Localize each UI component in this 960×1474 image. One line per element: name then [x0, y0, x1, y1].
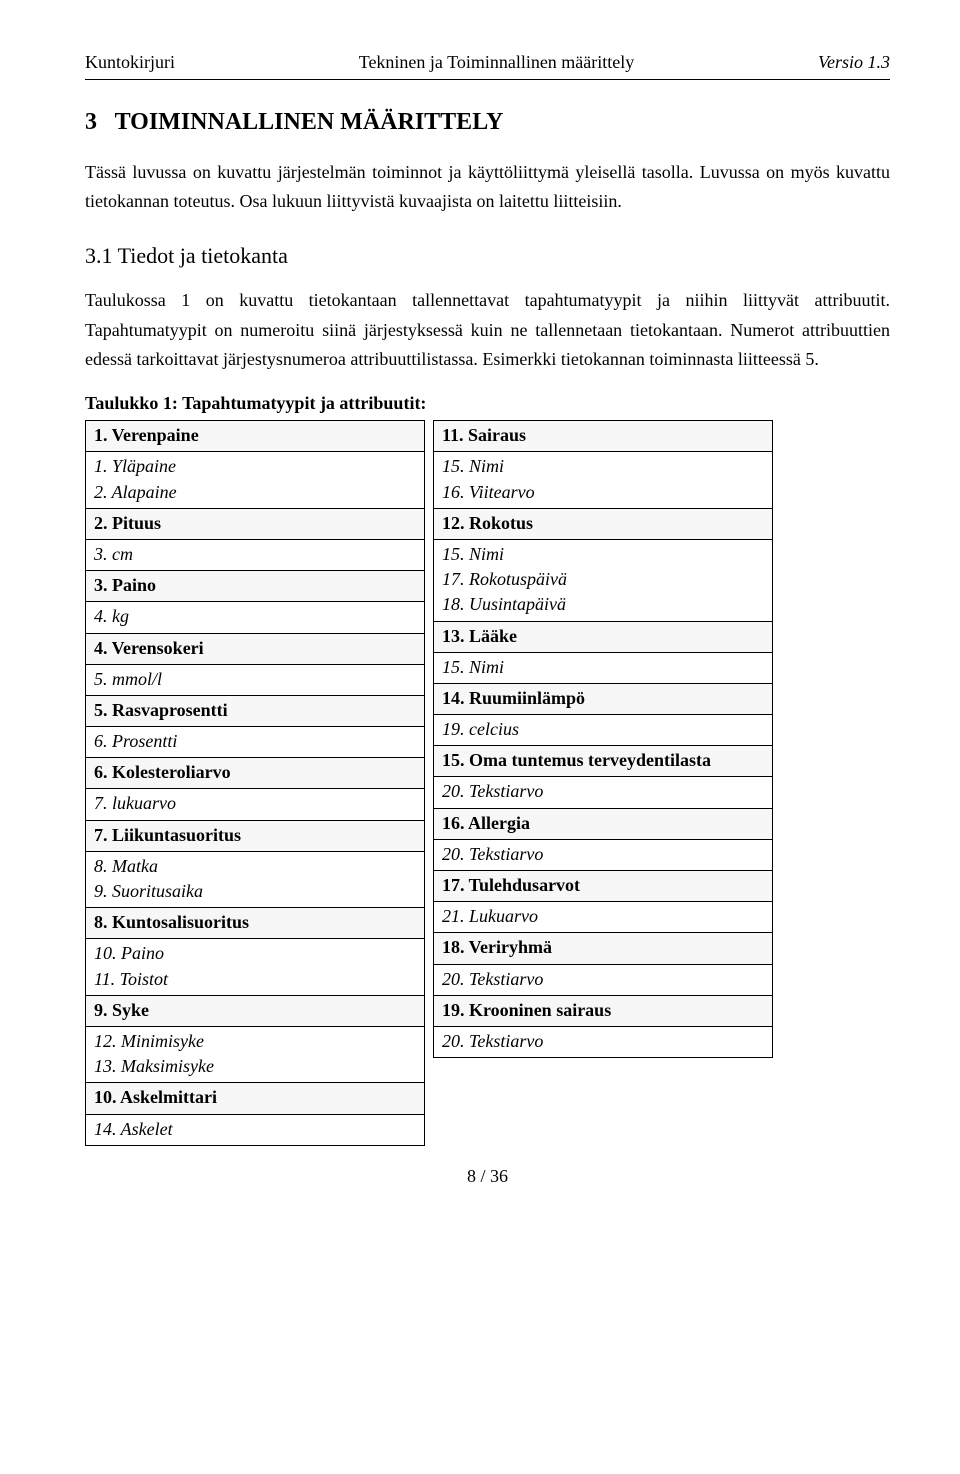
- attribute-cell: 15. Nimi16. Viitearvo: [434, 452, 773, 508]
- paragraph-2: Taulukossa 1 on kuvattu tietokantaan tal…: [85, 286, 890, 375]
- table-row: 9. Syke: [86, 995, 425, 1026]
- header-center: Tekninen ja Toiminnallinen määrittely: [175, 50, 818, 75]
- type-cell: 6. Kolesteroliarvo: [86, 758, 425, 789]
- subsection-heading: 3.1 Tiedot ja tietokanta: [85, 241, 890, 272]
- subsection-number: 3.1: [85, 243, 113, 268]
- attribute-cell: 8. Matka9. Suoritusaika: [86, 851, 425, 907]
- table-row: 15. Nimi17. Rokotuspäivä18. Uusintapäivä: [434, 539, 773, 621]
- paragraph-1: Tässä luvussa on kuvattu järjestelmän to…: [85, 158, 890, 217]
- type-cell: 9. Syke: [86, 995, 425, 1026]
- table-row: 14. Ruumiinlämpö: [434, 683, 773, 714]
- table-row: 16. Allergia: [434, 808, 773, 839]
- table-row: 2. Pituus: [86, 508, 425, 539]
- page-footer: 8 / 36: [85, 1164, 890, 1189]
- table-row: 4. kg: [86, 602, 425, 633]
- section-title: TOIMINNALLINEN MÄÄRITTELY: [115, 109, 504, 135]
- type-cell: 17. Tulehdusarvot: [434, 871, 773, 902]
- table-row: 20. Tekstiarvo: [434, 964, 773, 995]
- table-caption: Taulukko 1: Tapahtumatyypit ja attribuut…: [85, 391, 890, 416]
- type-cell: 18. Veriryhmä: [434, 933, 773, 964]
- attribute-cell: 10. Paino11. Toistot: [86, 939, 425, 995]
- table-row: 5. mmol/l: [86, 664, 425, 695]
- attribute-cell: 6. Prosentti: [86, 727, 425, 758]
- type-cell: 3. Paino: [86, 571, 425, 602]
- type-cell: 4. Verensokeri: [86, 633, 425, 664]
- type-cell: 10. Askelmittari: [86, 1083, 425, 1114]
- table-row: 20. Tekstiarvo: [434, 1026, 773, 1057]
- attribute-cell: 20. Tekstiarvo: [434, 777, 773, 808]
- type-cell: 5. Rasvaprosentti: [86, 695, 425, 726]
- header-left: Kuntokirjuri: [85, 50, 175, 75]
- attribute-cell: 15. Nimi: [434, 652, 773, 683]
- attribute-cell: 3. cm: [86, 539, 425, 570]
- attribute-cell: 7. lukuarvo: [86, 789, 425, 820]
- table-row: 1. Yläpaine2. Alapaine: [86, 452, 425, 508]
- type-cell: 14. Ruumiinlämpö: [434, 683, 773, 714]
- table-row: 10. Askelmittari: [86, 1083, 425, 1114]
- header-right: Versio 1.3: [818, 50, 890, 75]
- table-row: 19. celcius: [434, 715, 773, 746]
- table-row: 8. Matka9. Suoritusaika: [86, 851, 425, 907]
- subsection-title: Tiedot ja tietokanta: [118, 243, 288, 268]
- table-row: 15. Nimi16. Viitearvo: [434, 452, 773, 508]
- table-row: 15. Nimi: [434, 652, 773, 683]
- table-row: 10. Paino11. Toistot: [86, 939, 425, 995]
- attribute-cell: 19. celcius: [434, 715, 773, 746]
- table-row: 13. Lääke: [434, 621, 773, 652]
- attribute-cell: 4. kg: [86, 602, 425, 633]
- table-row: 7. lukuarvo: [86, 789, 425, 820]
- table-row: 12. Rokotus: [434, 508, 773, 539]
- type-cell: 15. Oma tuntemus terveydentilasta: [434, 746, 773, 777]
- attribute-table-left: 1. Verenpaine1. Yläpaine2. Alapaine2. Pi…: [85, 420, 425, 1146]
- table-row: 6. Kolesteroliarvo: [86, 758, 425, 789]
- attribute-cell: 12. Minimisyke13. Maksimisyke: [86, 1026, 425, 1082]
- attribute-cell: 14. Askelet: [86, 1114, 425, 1145]
- attribute-cell: 5. mmol/l: [86, 664, 425, 695]
- type-cell: 7. Liikuntasuoritus: [86, 820, 425, 851]
- attribute-cell: 21. Lukuarvo: [434, 902, 773, 933]
- table-row: 3. cm: [86, 539, 425, 570]
- section-heading: 3 TOIMINNALLINEN MÄÄRITTELY: [85, 106, 890, 140]
- table-row: 17. Tulehdusarvot: [434, 871, 773, 902]
- type-cell: 2. Pituus: [86, 508, 425, 539]
- page-header: Kuntokirjuri Tekninen ja Toiminnallinen …: [85, 50, 890, 75]
- table-row: 8. Kuntosalisuoritus: [86, 908, 425, 939]
- attribute-table-right: 11. Sairaus15. Nimi16. Viitearvo12. Roko…: [433, 420, 773, 1058]
- table-row: 5. Rasvaprosentti: [86, 695, 425, 726]
- table-row: 21. Lukuarvo: [434, 902, 773, 933]
- table-row: 19. Krooninen sairaus: [434, 995, 773, 1026]
- table-row: 11. Sairaus: [434, 421, 773, 452]
- type-cell: 19. Krooninen sairaus: [434, 995, 773, 1026]
- tables-wrap: 1. Verenpaine1. Yläpaine2. Alapaine2. Pi…: [85, 420, 890, 1146]
- table-row: 14. Askelet: [86, 1114, 425, 1145]
- table-row: 3. Paino: [86, 571, 425, 602]
- table-row: 15. Oma tuntemus terveydentilasta: [434, 746, 773, 777]
- attribute-cell: 20. Tekstiarvo: [434, 1026, 773, 1057]
- table-row: 20. Tekstiarvo: [434, 839, 773, 870]
- section-number: 3: [85, 109, 97, 135]
- attribute-cell: 1. Yläpaine2. Alapaine: [86, 452, 425, 508]
- table-row: 6. Prosentti: [86, 727, 425, 758]
- attribute-cell: 20. Tekstiarvo: [434, 964, 773, 995]
- type-cell: 13. Lääke: [434, 621, 773, 652]
- type-cell: 12. Rokotus: [434, 508, 773, 539]
- table-row: 1. Verenpaine: [86, 421, 425, 452]
- table-row: 12. Minimisyke13. Maksimisyke: [86, 1026, 425, 1082]
- attribute-cell: 20. Tekstiarvo: [434, 839, 773, 870]
- table-row: 20. Tekstiarvo: [434, 777, 773, 808]
- type-cell: 16. Allergia: [434, 808, 773, 839]
- type-cell: 8. Kuntosalisuoritus: [86, 908, 425, 939]
- type-cell: 1. Verenpaine: [86, 421, 425, 452]
- attribute-cell: 15. Nimi17. Rokotuspäivä18. Uusintapäivä: [434, 539, 773, 621]
- table-row: 18. Veriryhmä: [434, 933, 773, 964]
- header-divider: [85, 79, 890, 80]
- type-cell: 11. Sairaus: [434, 421, 773, 452]
- table-row: 4. Verensokeri: [86, 633, 425, 664]
- table-row: 7. Liikuntasuoritus: [86, 820, 425, 851]
